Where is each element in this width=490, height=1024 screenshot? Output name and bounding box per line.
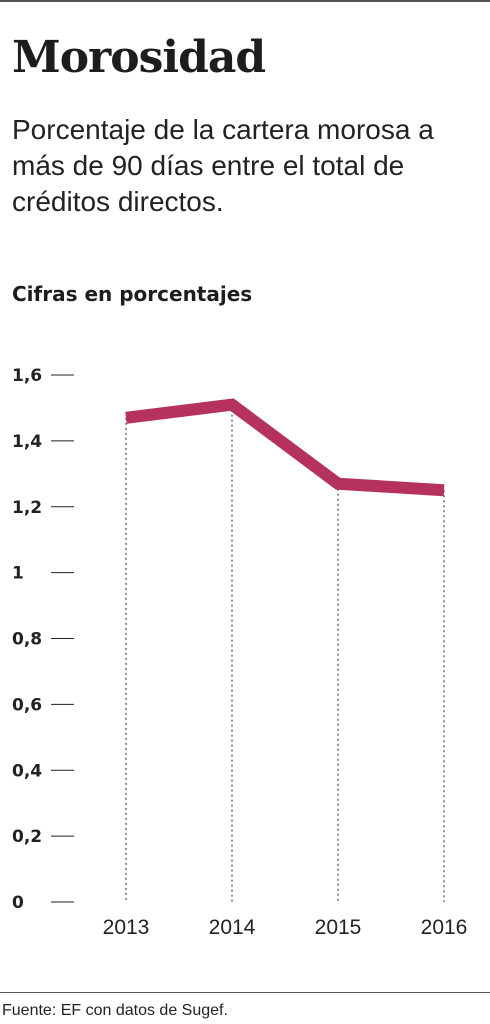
y-tick-label: 1 [12,564,24,584]
top-rule [0,0,490,2]
y-tick-label: 0,2 [12,827,42,847]
series-line [125,398,445,497]
y-tick-label: 0,8 [12,630,42,650]
y-tick-label: 1,2 [12,498,42,518]
drop-lines [125,404,445,902]
units-label: Cifras en porcentajes [12,282,253,306]
y-tick-label: 1,4 [12,432,42,452]
source-note: Fuente: EF con datos de Sugef. [2,1002,228,1019]
y-tick-label: 0 [12,893,24,913]
x-tick-label: 2013 [103,916,150,939]
x-tick-label: 2015 [315,916,362,939]
x-tick-label: 2014 [209,916,256,939]
line-chart: 0 0,2 0,4 0,6 0,8 1 1,2 1,4 1,6 2013 2014 2015 2016 [12,366,468,939]
y-tick-label: 0,4 [12,761,42,781]
y-axis: 0 0,2 0,4 0,6 0,8 1 1,2 1,4 1,6 [12,366,74,913]
chart-subtitle: Porcentaje de la cartera morosa a más de… [12,114,434,217]
y-tick-label: 1,6 [12,366,42,386]
bottom-rule [0,992,490,993]
x-tick-label: 2016 [421,916,468,939]
chart-title: Morosidad [12,32,266,83]
x-axis: 2013 2014 2015 2016 [103,916,468,939]
series-group [125,398,445,497]
y-tick-label: 0,6 [12,695,42,715]
